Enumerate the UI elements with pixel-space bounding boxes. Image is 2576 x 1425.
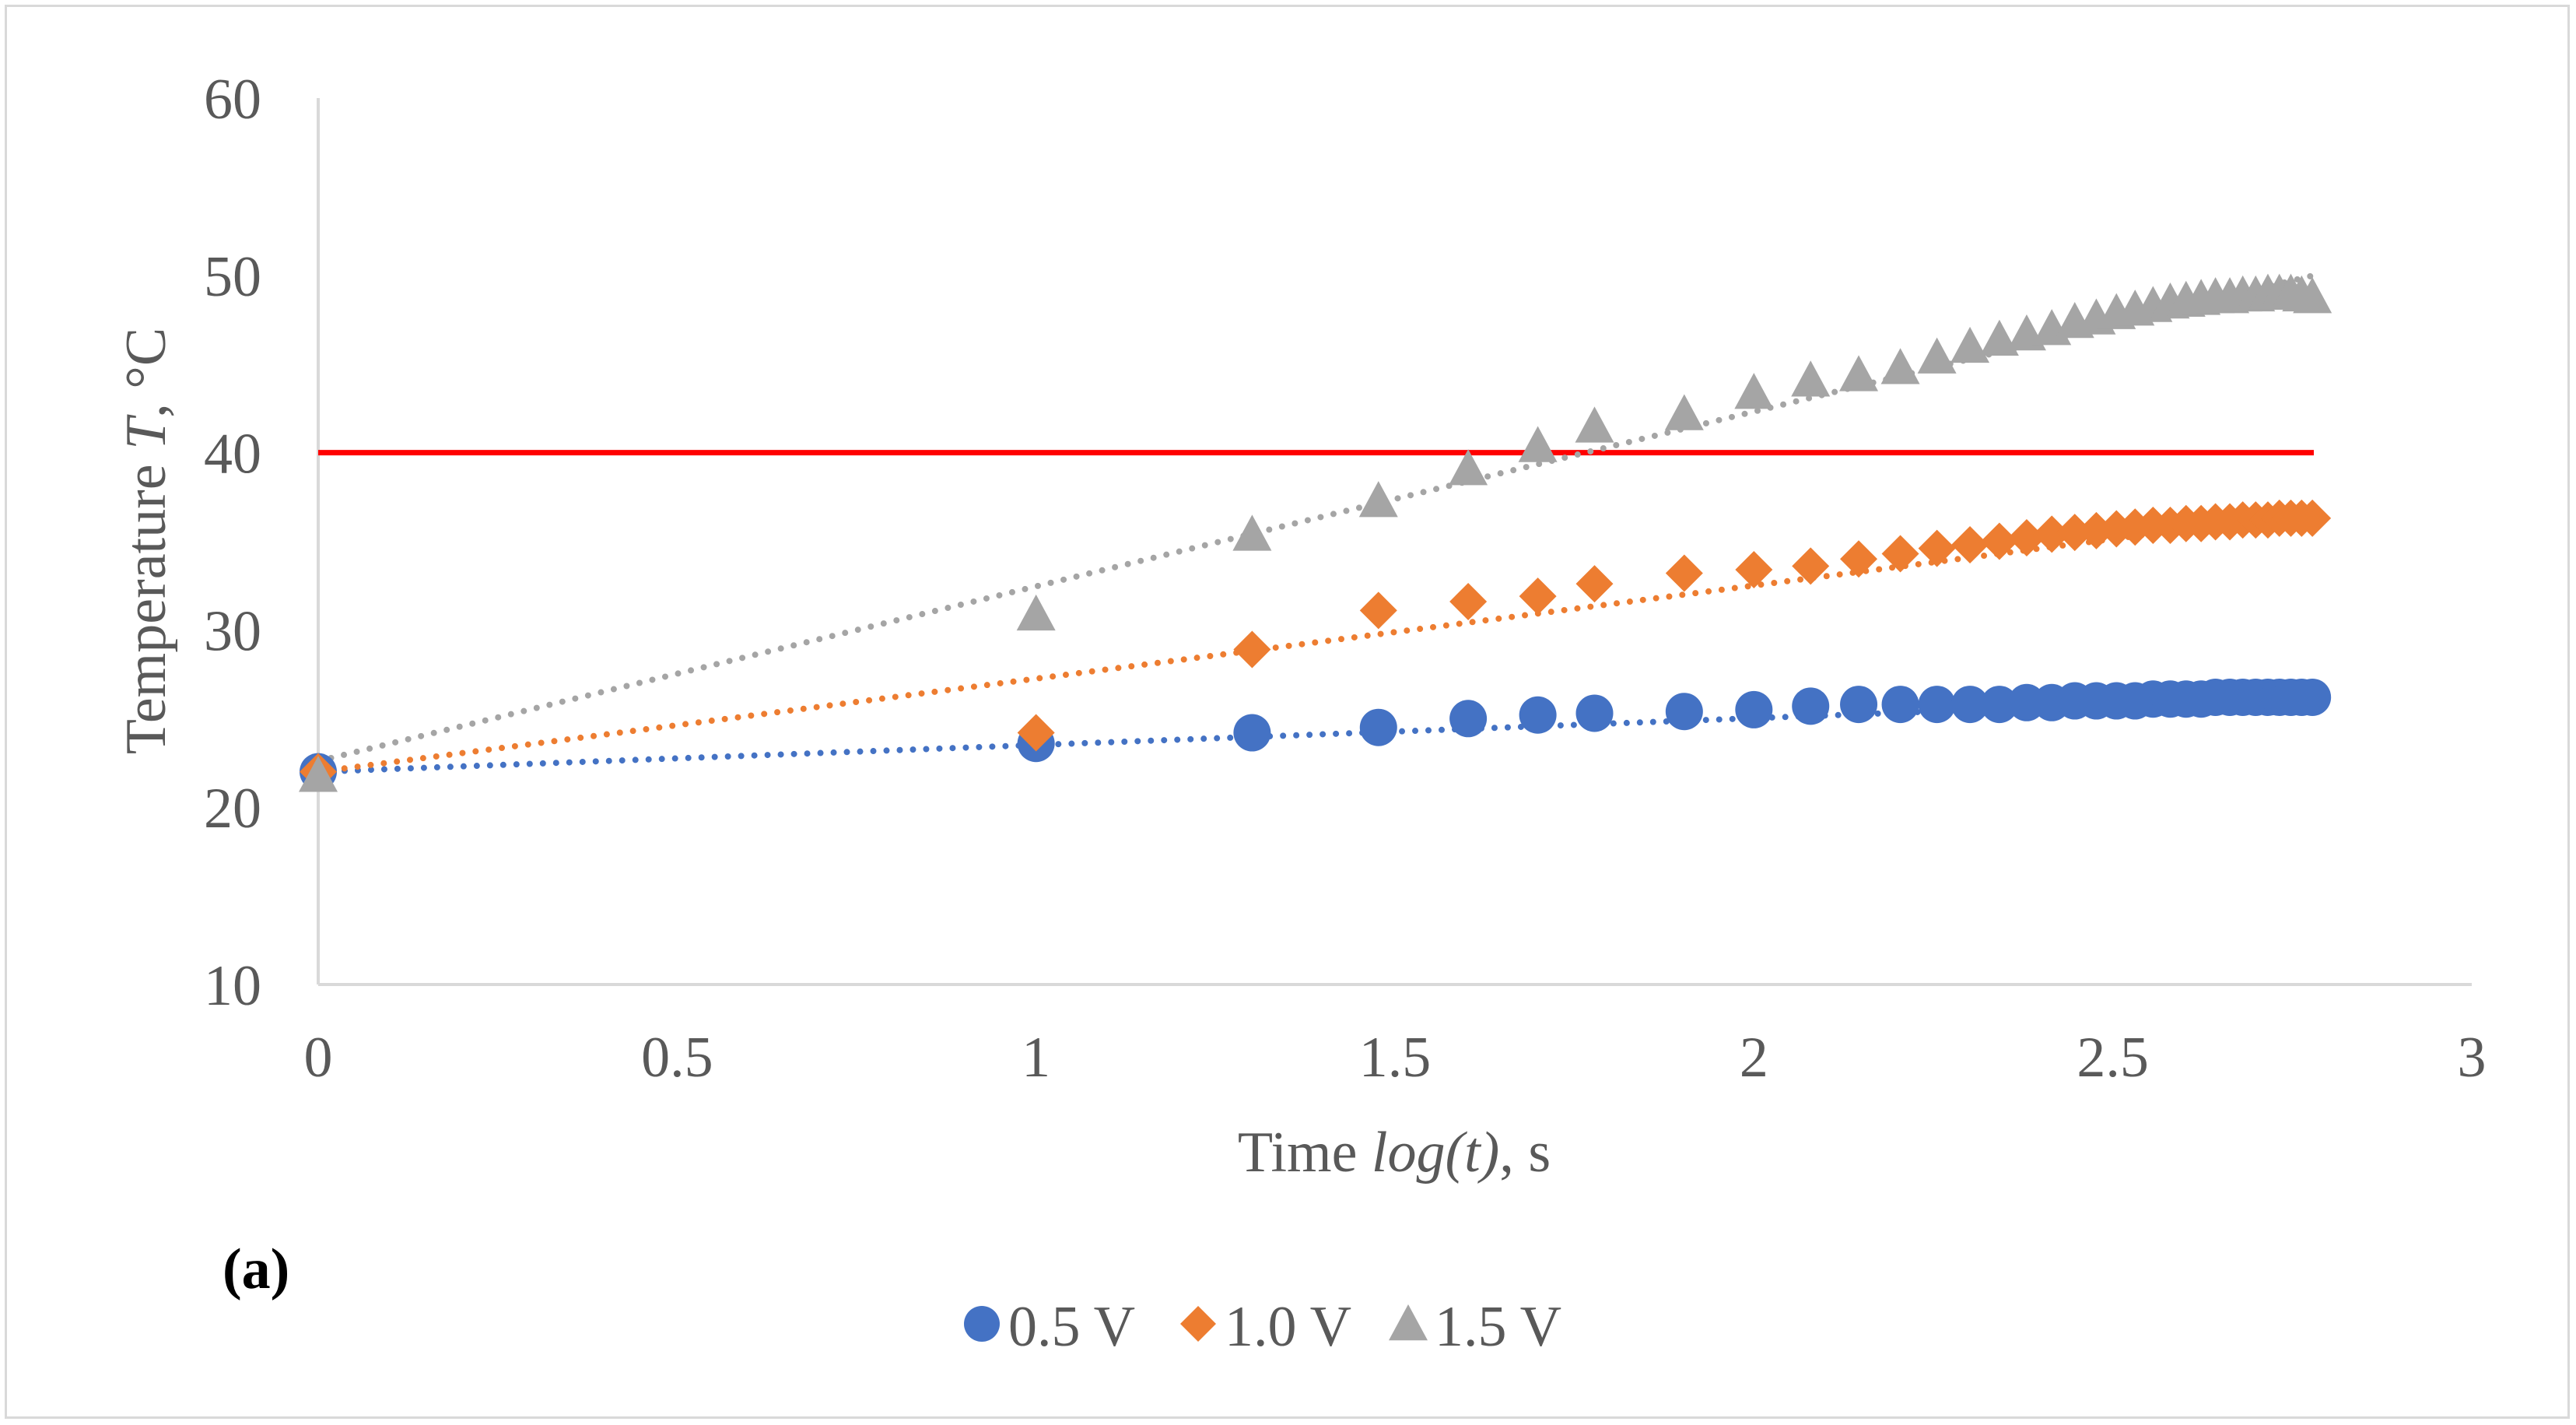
data-point bbox=[1979, 319, 2019, 356]
data-point bbox=[1359, 591, 1397, 630]
data-point bbox=[1880, 348, 1920, 384]
data-point bbox=[1665, 554, 1703, 592]
data-point bbox=[1519, 696, 1557, 734]
series-1-0-v bbox=[300, 499, 2332, 791]
data-point bbox=[1664, 394, 1704, 430]
data-point bbox=[1233, 630, 1271, 669]
x-axis-title: Time log(t), s bbox=[1238, 1121, 1551, 1185]
data-point bbox=[1232, 514, 1272, 551]
series-1-5-v bbox=[299, 273, 2332, 792]
data-point bbox=[2294, 678, 2332, 716]
data-point bbox=[2007, 518, 2045, 556]
x-tick-label: 2.5 bbox=[2077, 1026, 2149, 1090]
x-tick-label: 0.5 bbox=[641, 1026, 713, 1090]
data-point bbox=[1735, 690, 1773, 728]
panel-label: (a) bbox=[223, 1237, 289, 1301]
y-tick-label: 50 bbox=[204, 245, 261, 309]
data-point bbox=[1233, 714, 1271, 752]
y-tick-label: 20 bbox=[204, 777, 261, 841]
data-point bbox=[1017, 714, 1055, 752]
data-point bbox=[2056, 514, 2094, 552]
data-point bbox=[2293, 277, 2332, 314]
data-point bbox=[1016, 594, 1056, 631]
x-tick-label: 1 bbox=[1022, 1026, 1050, 1090]
circle-marker-icon bbox=[964, 1306, 1000, 1342]
data-point bbox=[1881, 535, 1919, 573]
legend: 0.5 V 1.0 V 1.5 V bbox=[964, 1295, 1561, 1359]
data-point bbox=[1980, 686, 2018, 724]
data-point bbox=[1575, 406, 1614, 443]
data-point bbox=[1951, 526, 1989, 564]
legend-label: 1.5 V bbox=[1435, 1295, 1561, 1359]
data-point bbox=[1449, 700, 1488, 738]
trendline-1-0-v bbox=[315, 510, 2318, 775]
data-point bbox=[1449, 582, 1488, 620]
data-point bbox=[1980, 522, 2018, 560]
data-point bbox=[1735, 550, 1773, 588]
x-tick-label: 0 bbox=[304, 1026, 333, 1090]
data-point bbox=[2033, 515, 2071, 553]
diamond-marker-icon bbox=[1180, 1306, 1216, 1342]
y-tick-label: 40 bbox=[204, 423, 261, 486]
data-point bbox=[1518, 426, 1558, 462]
x-tick-label: 2 bbox=[1740, 1026, 1768, 1090]
x-tick-labels: 0 0.5 1 1.5 2 2.5 3 bbox=[304, 1026, 2487, 1090]
y-tick-label: 10 bbox=[204, 954, 261, 1018]
data-points bbox=[299, 273, 2332, 792]
triangle-marker-icon bbox=[1389, 1304, 1428, 1341]
legend-label: 1.0 V bbox=[1225, 1295, 1351, 1359]
data-point bbox=[299, 756, 338, 792]
legend-item-1-5-v: 1.5 V bbox=[1389, 1295, 1561, 1359]
y-tick-labels: 10 20 30 40 50 60 bbox=[204, 68, 261, 1018]
data-point bbox=[1950, 326, 1990, 363]
data-point bbox=[1840, 686, 1878, 724]
x-tick-label: 1.5 bbox=[1359, 1026, 1432, 1090]
data-point bbox=[1918, 529, 1956, 567]
data-point bbox=[1575, 694, 1614, 732]
data-point bbox=[1792, 687, 1830, 725]
data-point bbox=[1734, 373, 1774, 409]
data-point bbox=[1358, 481, 1398, 518]
data-point bbox=[1839, 355, 1879, 391]
legend-label: 0.5 V bbox=[1008, 1295, 1135, 1359]
axes bbox=[317, 98, 2472, 986]
data-point bbox=[1519, 577, 1557, 616]
data-point bbox=[1665, 693, 1703, 731]
data-point bbox=[1575, 565, 1614, 603]
data-point bbox=[1918, 686, 1956, 724]
data-point bbox=[1917, 337, 1957, 374]
y-tick-label: 60 bbox=[204, 68, 261, 132]
y-axis-title: Temperature T, °C bbox=[114, 328, 178, 754]
data-point bbox=[1840, 540, 1878, 578]
legend-item-1-0-v: 1.0 V bbox=[1180, 1295, 1351, 1359]
data-point bbox=[1951, 686, 1989, 724]
data-point bbox=[1792, 547, 1830, 585]
data-point bbox=[1449, 449, 1488, 486]
legend-item-0-5-v: 0.5 V bbox=[964, 1295, 1135, 1359]
x-tick-label: 3 bbox=[2458, 1026, 2487, 1090]
y-tick-label: 30 bbox=[204, 599, 261, 663]
data-point bbox=[1881, 686, 1919, 724]
data-point bbox=[2294, 499, 2332, 537]
trendline-1-5-v bbox=[315, 272, 2318, 764]
data-point bbox=[1791, 360, 1831, 397]
data-point bbox=[1359, 708, 1397, 746]
